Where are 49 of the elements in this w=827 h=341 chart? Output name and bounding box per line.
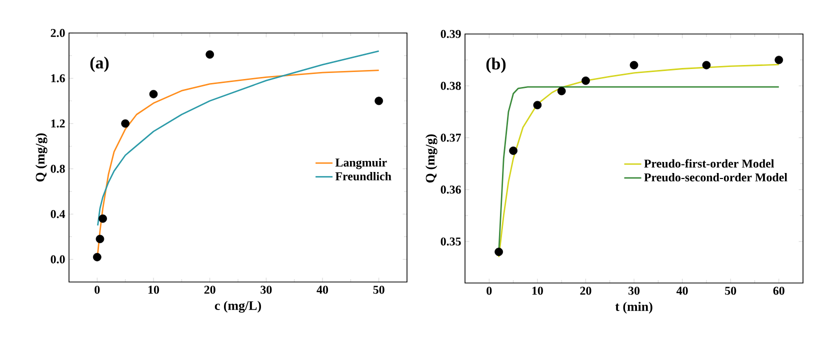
- x-tick-label: 0: [486, 286, 492, 295]
- x-tick-label: 30: [260, 286, 272, 294]
- y-tick-label: 0.35: [440, 237, 461, 246]
- x-tick-label: 40: [316, 286, 328, 294]
- y-tick-label: 0.8: [50, 164, 65, 173]
- x-axis-title: t (min): [615, 302, 652, 314]
- x-axis-title: c (mg/L): [214, 300, 261, 313]
- point: [121, 119, 130, 128]
- y-tick-label: 1.6: [51, 74, 65, 82]
- x-tick-label: 20: [580, 286, 592, 295]
- point: [149, 90, 158, 98]
- y-axis-title: Q (mg/g): [35, 133, 48, 182]
- legend-label: Preudo-first-order Model: [644, 159, 774, 168]
- point: [509, 146, 518, 155]
- x-tick-label: 10: [148, 286, 160, 294]
- y-tick-label: 0.36: [440, 186, 461, 194]
- x-tick-label: 0: [94, 286, 100, 294]
- point: [96, 234, 104, 244]
- annotation: (a): [90, 56, 109, 72]
- x-tick-label: 40: [676, 286, 688, 295]
- annotation: (b): [486, 58, 506, 73]
- point: [582, 76, 590, 85]
- y-tick-label: 2.0: [50, 28, 65, 38]
- x-tick-label: 50: [725, 286, 736, 295]
- point: [206, 50, 214, 59]
- point: [92, 252, 102, 262]
- y-axis-title: Q (mg/g): [425, 134, 438, 183]
- y-tick-label: 0.0: [50, 255, 65, 264]
- y-tick-label: 1.2: [51, 119, 65, 128]
- point: [374, 96, 384, 106]
- x-tick-label: 10: [532, 286, 543, 295]
- legend-label: Preudo-second-order Model: [644, 173, 788, 182]
- point: [533, 100, 542, 110]
- y-tick-label: 0.37: [440, 134, 461, 142]
- y-tick-label: 0.39: [440, 30, 461, 38]
- x-tick-label: 50: [373, 286, 384, 294]
- x-tick-label: 20: [204, 286, 216, 294]
- x-tick-label: 60: [773, 286, 784, 295]
- point: [702, 60, 711, 70]
- legend-label: Langmuir: [335, 158, 387, 170]
- point: [557, 86, 566, 96]
- y-tick-label: 0.38: [440, 82, 461, 90]
- point: [494, 248, 503, 256]
- point: [98, 214, 107, 223]
- x-tick-label: 30: [628, 286, 640, 295]
- point: [630, 60, 638, 70]
- point: [774, 56, 784, 64]
- y-tick-label: 0.4: [50, 210, 66, 218]
- legend-label: Freundlich: [335, 172, 392, 180]
